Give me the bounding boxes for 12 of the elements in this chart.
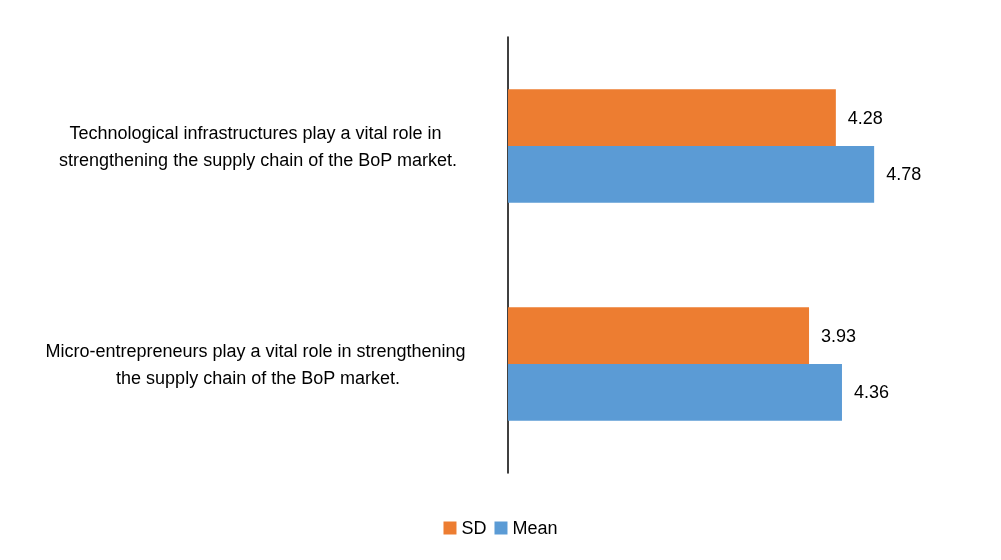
data-label: 3.93 bbox=[821, 325, 857, 346]
bar bbox=[508, 307, 810, 364]
bar bbox=[508, 146, 875, 203]
data-label: 4.28 bbox=[847, 107, 883, 128]
y-tick-label: Technological infrastructures play a vital role in strengthening the supply chain of the BoP market. bbox=[59, 122, 457, 170]
y-tick-label: Micro-entrepreneurs play a vital role in strengthening the supply chain of the BoP market. bbox=[45, 340, 471, 388]
legend-label: Mean bbox=[512, 518, 558, 538]
data-label: 4.36 bbox=[853, 382, 890, 403]
data-label: 4.78 bbox=[886, 164, 922, 185]
bar bbox=[508, 89, 836, 146]
legend-label: SD bbox=[461, 518, 487, 538]
bar bbox=[508, 364, 842, 421]
